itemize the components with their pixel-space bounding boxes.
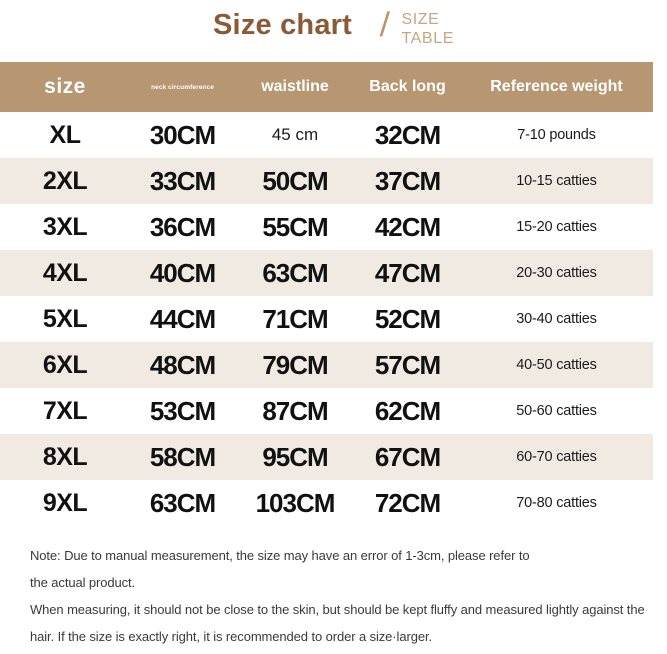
table-row: 8XL 58CM 95CM 67CM 60-70 catties bbox=[0, 434, 653, 480]
cell-weight: 20-30 catties bbox=[516, 265, 597, 281]
footer-notes: Note: Due to manual measurement, the siz… bbox=[0, 526, 650, 650]
cell-waist: 55CM bbox=[262, 211, 328, 242]
cell-size: 6XL bbox=[42, 350, 88, 379]
cell-back: 47CM bbox=[374, 257, 441, 288]
title-subtitle: SIZE TABLE bbox=[401, 8, 454, 48]
cell-back: 57CM bbox=[374, 349, 441, 380]
note-line-1: Note: Due to manual measurement, the siz… bbox=[30, 548, 530, 563]
cell-back: 52CM bbox=[374, 303, 441, 334]
table-row: 4XL 40CM 63CM 47CM 20-30 catties bbox=[0, 250, 653, 296]
table-header-row: size neck circumference waistline Back l… bbox=[0, 62, 653, 112]
table-row: 9XL 63CM 103CM 72CM 70-80 catties bbox=[0, 480, 653, 526]
column-header-neck-circumference: neck circumference bbox=[151, 83, 214, 91]
cell-waist: 63CM bbox=[262, 257, 328, 288]
cell-neck: 44CM bbox=[149, 303, 216, 334]
cell-back: 42CM bbox=[374, 211, 441, 242]
cell-back: 67CM bbox=[374, 441, 441, 472]
page-title: Size chart bbox=[213, 9, 353, 41]
cell-size: 5XL bbox=[42, 304, 88, 333]
table-row: XL 30CM 45 cm 32CM 7-10 pounds bbox=[0, 112, 653, 158]
cell-waist: 79CM bbox=[262, 349, 328, 380]
column-header-waistline: waistline bbox=[261, 78, 329, 95]
cell-waist: 87CM bbox=[262, 395, 328, 426]
cell-neck: 53CM bbox=[149, 395, 216, 426]
cell-size: 9XL bbox=[42, 488, 88, 517]
cell-neck: 33CM bbox=[149, 165, 216, 196]
chart-title-block: Size chart / SIZE TABLE bbox=[0, 0, 667, 62]
cell-neck: 58CM bbox=[149, 441, 216, 472]
cell-size: 8XL bbox=[42, 442, 88, 471]
cell-waist: 71CM bbox=[262, 303, 328, 334]
cell-back: 37CM bbox=[374, 165, 441, 196]
title-subtitle-line2: TABLE bbox=[401, 30, 454, 47]
cell-weight: 50-60 catties bbox=[516, 403, 597, 419]
title-subtitle-line1: SIZE bbox=[401, 11, 440, 28]
cell-waist: 50CM bbox=[262, 165, 328, 196]
cell-weight: 40-50 catties bbox=[516, 357, 597, 373]
cell-neck: 48CM bbox=[149, 349, 216, 380]
cell-waist: 95CM bbox=[262, 441, 328, 472]
cell-waist: 103CM bbox=[255, 487, 336, 518]
cell-weight: 7-10 pounds bbox=[517, 127, 596, 143]
title-separator-slash: / bbox=[379, 6, 391, 44]
cell-neck: 63CM bbox=[149, 487, 216, 518]
cell-back: 32CM bbox=[374, 119, 441, 150]
cell-weight: 30-40 catties bbox=[516, 311, 597, 327]
column-header-back-long: Back long bbox=[369, 78, 446, 95]
cell-weight: 10-15 catties bbox=[516, 173, 597, 189]
cell-size: 2XL bbox=[42, 166, 88, 195]
cell-size: 4XL bbox=[42, 258, 88, 287]
table-row: 2XL 33CM 50CM 37CM 10-15 catties bbox=[0, 158, 653, 204]
column-header-reference-weight: Reference weight bbox=[490, 78, 623, 95]
table-row: 5XL 44CM 71CM 52CM 30-40 catties bbox=[0, 296, 653, 342]
cell-neck: 36CM bbox=[149, 211, 216, 242]
table-row: 3XL 36CM 55CM 42CM 15-20 catties bbox=[0, 204, 653, 250]
note-line-4: hair. If the size is exactly right, it i… bbox=[30, 629, 432, 644]
cell-back: 62CM bbox=[374, 395, 441, 426]
cell-size: 3XL bbox=[42, 212, 88, 241]
table-row: 6XL 48CM 79CM 57CM 40-50 catties bbox=[0, 342, 653, 388]
note-line-2: the actual product. bbox=[30, 575, 136, 590]
cell-back: 72CM bbox=[374, 487, 441, 518]
cell-neck: 40CM bbox=[149, 257, 216, 288]
cell-waist: 45 cm bbox=[271, 125, 319, 144]
cell-size: 7XL bbox=[42, 396, 88, 425]
note-line-3: When measuring, it should not be close t… bbox=[30, 602, 645, 617]
cell-weight: 70-80 catties bbox=[516, 495, 597, 511]
size-chart-table: size neck circumference waistline Back l… bbox=[0, 62, 653, 526]
cell-size: XL bbox=[49, 120, 81, 149]
cell-weight: 60-70 catties bbox=[516, 449, 597, 465]
column-header-size: size bbox=[44, 75, 86, 98]
cell-weight: 15-20 catties bbox=[516, 219, 597, 235]
cell-neck: 30CM bbox=[149, 119, 216, 150]
table-row: 7XL 53CM 87CM 62CM 50-60 catties bbox=[0, 388, 653, 434]
